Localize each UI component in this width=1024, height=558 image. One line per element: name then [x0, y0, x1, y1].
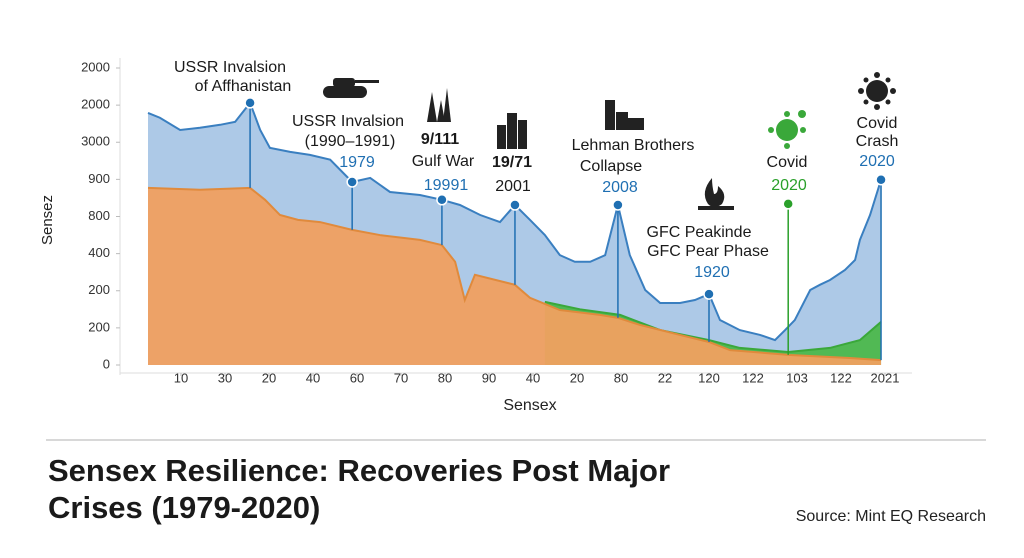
event-marker: [703, 288, 715, 300]
annotation-text: 1979: [339, 154, 375, 171]
y-tick-label: 400: [88, 245, 110, 260]
annotation-text: USSR Invalsion: [292, 113, 404, 130]
virus-icon-dark: [858, 72, 896, 110]
chart-title: Sensex Resilience: Recoveries Post Major: [48, 453, 670, 488]
x-tick-label: 70: [394, 370, 408, 385]
event-marker: [612, 199, 624, 211]
x-tick-label: 80: [438, 370, 452, 385]
y-tick-label: 0: [103, 356, 110, 371]
source: Source: Mint EQ Research: [796, 508, 986, 525]
factory-icon: [605, 100, 644, 130]
event-marker: [782, 198, 794, 210]
event-marker: [875, 173, 887, 186]
y-tick-label: 3000: [81, 134, 110, 149]
annotation-text: 2020: [859, 153, 895, 170]
y-tick-label: 2000: [81, 59, 110, 74]
y-tick-label: 900: [88, 171, 110, 186]
x-tick-label: 90: [482, 370, 496, 385]
series-line: [544, 300, 882, 354]
x-tick-label: 40: [526, 370, 540, 385]
virus-icon-green: [768, 110, 806, 149]
x-tick-label: 40: [306, 370, 320, 385]
annotation-text: 9/111: [421, 131, 459, 148]
annotation-text: USSR Invalsion: [174, 59, 286, 76]
area: [148, 187, 882, 365]
annotation-text: Collapse: [580, 158, 642, 175]
plot-layer: 0 200 200 400 800 900 3000 2000 2000 10 30 20 40 60 70…: [81, 58, 912, 385]
x-tick-label: 22: [658, 370, 672, 385]
annotation-text: 19991: [424, 177, 469, 194]
annotation-text: 2001: [495, 178, 531, 195]
y-tick-label: 800: [88, 208, 110, 223]
event-marker: [436, 194, 448, 206]
annotation-text: Covid: [857, 115, 898, 132]
x-tick-label: 2021: [871, 370, 900, 385]
y-axis-label: Sensez: [39, 195, 56, 245]
annotation-text: of Affhanistan: [195, 78, 292, 95]
series-line: [147, 100, 882, 342]
y-tick-label: 2000: [81, 97, 110, 112]
x-tick-label: 103: [786, 370, 808, 385]
annotation-text: Lehman Brothers: [572, 137, 695, 154]
x-tick-label: 120: [698, 370, 720, 385]
annotation-text: 2020: [771, 177, 807, 194]
x-tick-label: 30: [218, 370, 232, 385]
annotation-text: 1920: [694, 264, 730, 281]
event-marker: [244, 97, 256, 109]
buildings-icon: [497, 113, 527, 149]
x-tick-label: 20: [262, 370, 276, 385]
chart-title: Crises (1979-2020): [48, 490, 320, 525]
annotation-text: Covid: [767, 154, 808, 171]
x-tick-label: 60: [350, 370, 364, 385]
annotation-text: (1990–1991): [305, 133, 396, 150]
x-axis-label: Sensex: [503, 397, 556, 414]
x-tick-label: 122: [830, 370, 852, 385]
x-tick-label: 20: [570, 370, 584, 385]
annotation-text: Crash: [856, 133, 899, 150]
tower-icon: [427, 88, 451, 122]
series-line: [147, 186, 882, 362]
annotation-text: 2008: [602, 179, 638, 196]
event-marker: [346, 176, 358, 188]
annotation-text: GFC Pear Phase: [647, 243, 769, 260]
x-tick-label: 122: [742, 370, 764, 385]
y-tick-label: 200: [88, 282, 110, 297]
fire-icon: [698, 178, 734, 210]
y-tick-label: 200: [88, 319, 110, 334]
annotation-text: Gulf War: [412, 153, 475, 170]
tank-icon: [323, 78, 379, 98]
annotation-text: 19/71: [492, 154, 532, 171]
annotation-text: GFC Peakinde: [647, 224, 752, 241]
x-tick-label: 10: [174, 370, 188, 385]
x-tick-label: 80: [614, 370, 628, 385]
event-marker: [509, 199, 521, 211]
